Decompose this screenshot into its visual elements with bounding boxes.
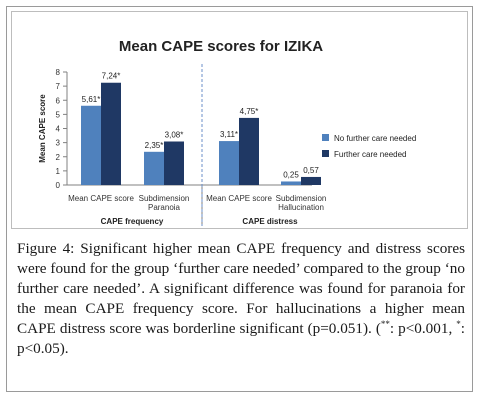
bar-further-care (301, 176, 321, 185)
y-tick-label: 6 (56, 96, 61, 105)
chart-area: Mean CAPE scores for IZIKA 0 1 2 3 4 5 6 7 8 Mean… (11, 11, 468, 229)
group-label: CAPE frequency (101, 217, 164, 226)
data-label: 2,35* (145, 141, 164, 150)
y-tick-label: 1 (56, 167, 61, 176)
bar-no-further-care (144, 151, 164, 185)
bar-further-care (101, 82, 121, 185)
data-label: 0,57 (303, 166, 319, 175)
caption-sig1-text: : p<0.001, (389, 320, 457, 337)
category-label: Mean CAPE score (68, 194, 134, 203)
category-label: Paranoia (148, 203, 181, 212)
category-label: Subdimension (276, 194, 327, 203)
figure-frame: Mean CAPE scores for IZIKA 0 1 2 3 4 5 6 7 8 Mean… (6, 6, 473, 392)
y-axis-title: Mean CAPE score (38, 94, 47, 163)
legend-label: No further care needed (334, 134, 416, 143)
caption-text: Significant higher mean CAPE frequency a… (17, 240, 465, 337)
y-tick-label: 7 (56, 82, 61, 91)
data-label: 0,25 (283, 170, 299, 179)
legend-label: Further care needed (334, 150, 407, 159)
bar-further-care (239, 117, 259, 185)
bar-chart: Mean CAPE scores for IZIKA 0 1 2 3 4 5 6 7 8 Mean… (38, 38, 416, 226)
bar-no-further-care (281, 181, 301, 185)
data-label: 3,11* (220, 130, 238, 139)
y-tick-label: 2 (56, 153, 61, 162)
bar-no-further-care (219, 141, 239, 185)
data-label: 7,24* (102, 72, 121, 81)
y-tick-label: 4 (56, 125, 61, 134)
data-label: 3,08* (165, 130, 184, 139)
y-tick-label: 5 (56, 110, 61, 119)
data-label: 5,61* (82, 95, 101, 104)
y-tick-label: 8 (56, 68, 61, 77)
chart-title: Mean CAPE scores for IZIKA (119, 38, 323, 55)
category-label: Mean CAPE score (206, 194, 272, 203)
caption-sig1: ** (380, 318, 390, 329)
bar-no-further-care (81, 105, 101, 185)
y-tick-label: 3 (56, 139, 61, 148)
group-label: CAPE distress (242, 217, 298, 226)
y-tick-label: 0 (56, 181, 61, 190)
caption-sig2: * (456, 318, 461, 329)
caption-sig2-text: : p<0.05). (17, 320, 465, 357)
category-label: Hallucination (278, 203, 324, 212)
legend-swatch (322, 134, 329, 141)
data-label: 4,75* (240, 107, 259, 116)
figure-caption: Figure 4: Significant higher mean CAPE f… (17, 239, 465, 359)
category-label: Subdimension (139, 194, 190, 203)
bar-further-care (164, 141, 184, 185)
legend-swatch (322, 150, 329, 157)
caption-label: Figure 4: (17, 240, 75, 257)
